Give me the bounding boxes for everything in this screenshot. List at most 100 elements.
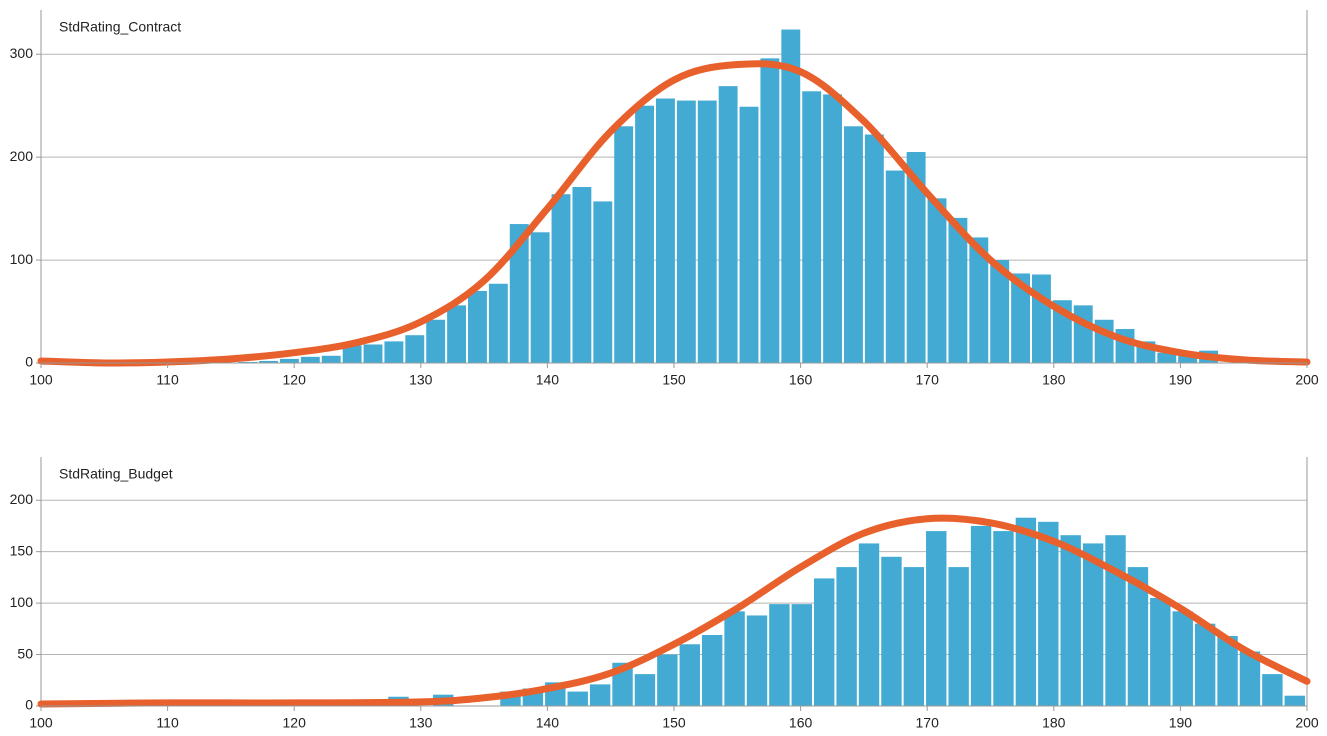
x-tick-label: 170 — [916, 715, 940, 731]
bar — [697, 100, 717, 363]
bar — [724, 611, 745, 706]
bar — [1082, 543, 1104, 706]
bar — [881, 556, 902, 706]
bar — [280, 358, 299, 363]
bar — [551, 194, 571, 363]
bar — [718, 86, 738, 363]
bar — [769, 604, 790, 706]
bar — [1038, 521, 1059, 706]
bar — [927, 198, 947, 363]
bar — [384, 341, 404, 363]
chart-title: StdRating_Contract — [59, 19, 181, 35]
bar — [593, 201, 613, 363]
bar — [657, 654, 678, 706]
x-tick-label: 130 — [409, 715, 433, 731]
fit-curve — [37, 514, 1311, 708]
x-tick-label: 180 — [1042, 715, 1066, 731]
bar — [589, 684, 611, 706]
bar — [676, 100, 696, 363]
bar — [1127, 567, 1149, 706]
bar — [321, 355, 341, 363]
bar — [1172, 611, 1193, 706]
x-tick-label: 110 — [156, 715, 179, 731]
bar — [530, 232, 550, 363]
bar — [802, 91, 822, 363]
bar — [1073, 305, 1093, 363]
bar — [447, 305, 467, 363]
y-tick-label: 200 — [10, 148, 34, 164]
x-tick-label: 120 — [283, 715, 307, 731]
bar — [1157, 352, 1177, 363]
bar — [1194, 623, 1216, 706]
bar — [238, 361, 258, 363]
x-tick-label: 100 — [29, 372, 53, 388]
bar — [426, 319, 446, 363]
bar — [791, 604, 813, 706]
x-tick-label: 150 — [662, 715, 686, 731]
bar — [1011, 273, 1031, 363]
bar — [614, 126, 634, 363]
bar — [1032, 274, 1051, 363]
chart-title: StdRating_Budget — [59, 466, 173, 482]
bar — [760, 58, 780, 363]
bar — [948, 567, 969, 706]
x-tick-label: 200 — [1295, 372, 1319, 388]
bar — [701, 635, 723, 706]
bar — [990, 260, 1010, 363]
bar — [1178, 353, 1198, 363]
bar — [572, 187, 592, 363]
x-tick-label: 150 — [662, 372, 686, 388]
bar — [363, 344, 383, 363]
y-tick-label: 200 — [10, 491, 34, 507]
bar — [679, 644, 700, 706]
y-tick-label: 300 — [10, 45, 34, 61]
y-tick-label: 50 — [17, 645, 33, 661]
x-tick-label: 180 — [1042, 372, 1066, 388]
bar — [970, 525, 992, 706]
bar — [1262, 674, 1283, 706]
bar — [635, 105, 655, 364]
bar — [656, 98, 675, 363]
bar — [814, 578, 835, 706]
bar — [468, 290, 487, 363]
bar — [1060, 535, 1081, 706]
bar — [781, 29, 801, 364]
x-tick-label: 140 — [536, 372, 560, 388]
bar — [858, 543, 880, 706]
x-tick-label: 190 — [1169, 715, 1193, 731]
x-tick-label: 160 — [789, 372, 813, 388]
bar — [948, 217, 968, 363]
bar — [836, 567, 857, 706]
bar — [926, 531, 947, 706]
bar — [993, 531, 1014, 706]
x-tick-label: 160 — [789, 715, 813, 731]
bar — [1015, 517, 1037, 706]
bar — [259, 360, 279, 363]
bar — [1105, 535, 1126, 706]
bar — [739, 106, 759, 363]
x-tick-label: 100 — [29, 715, 53, 731]
bar — [342, 345, 362, 363]
x-tick-label: 130 — [409, 372, 433, 388]
y-tick-label: 100 — [10, 594, 34, 610]
bar — [300, 356, 320, 363]
bar — [1217, 636, 1238, 706]
bar — [844, 126, 863, 363]
fit-curve — [37, 60, 1311, 367]
x-tick-label: 200 — [1295, 715, 1319, 731]
bar — [823, 94, 843, 363]
x-tick-label: 110 — [156, 372, 179, 388]
bar — [969, 237, 989, 363]
y-tick-label: 0 — [25, 354, 33, 370]
bar — [1239, 651, 1261, 706]
bar — [906, 152, 926, 363]
bar — [405, 335, 425, 363]
bar — [903, 567, 925, 706]
y-tick-label: 0 — [25, 697, 33, 713]
x-tick-label: 170 — [916, 372, 940, 388]
bar — [488, 283, 508, 363]
x-tick-label: 120 — [283, 372, 307, 388]
x-tick-label: 190 — [1169, 372, 1193, 388]
bar — [509, 224, 529, 363]
